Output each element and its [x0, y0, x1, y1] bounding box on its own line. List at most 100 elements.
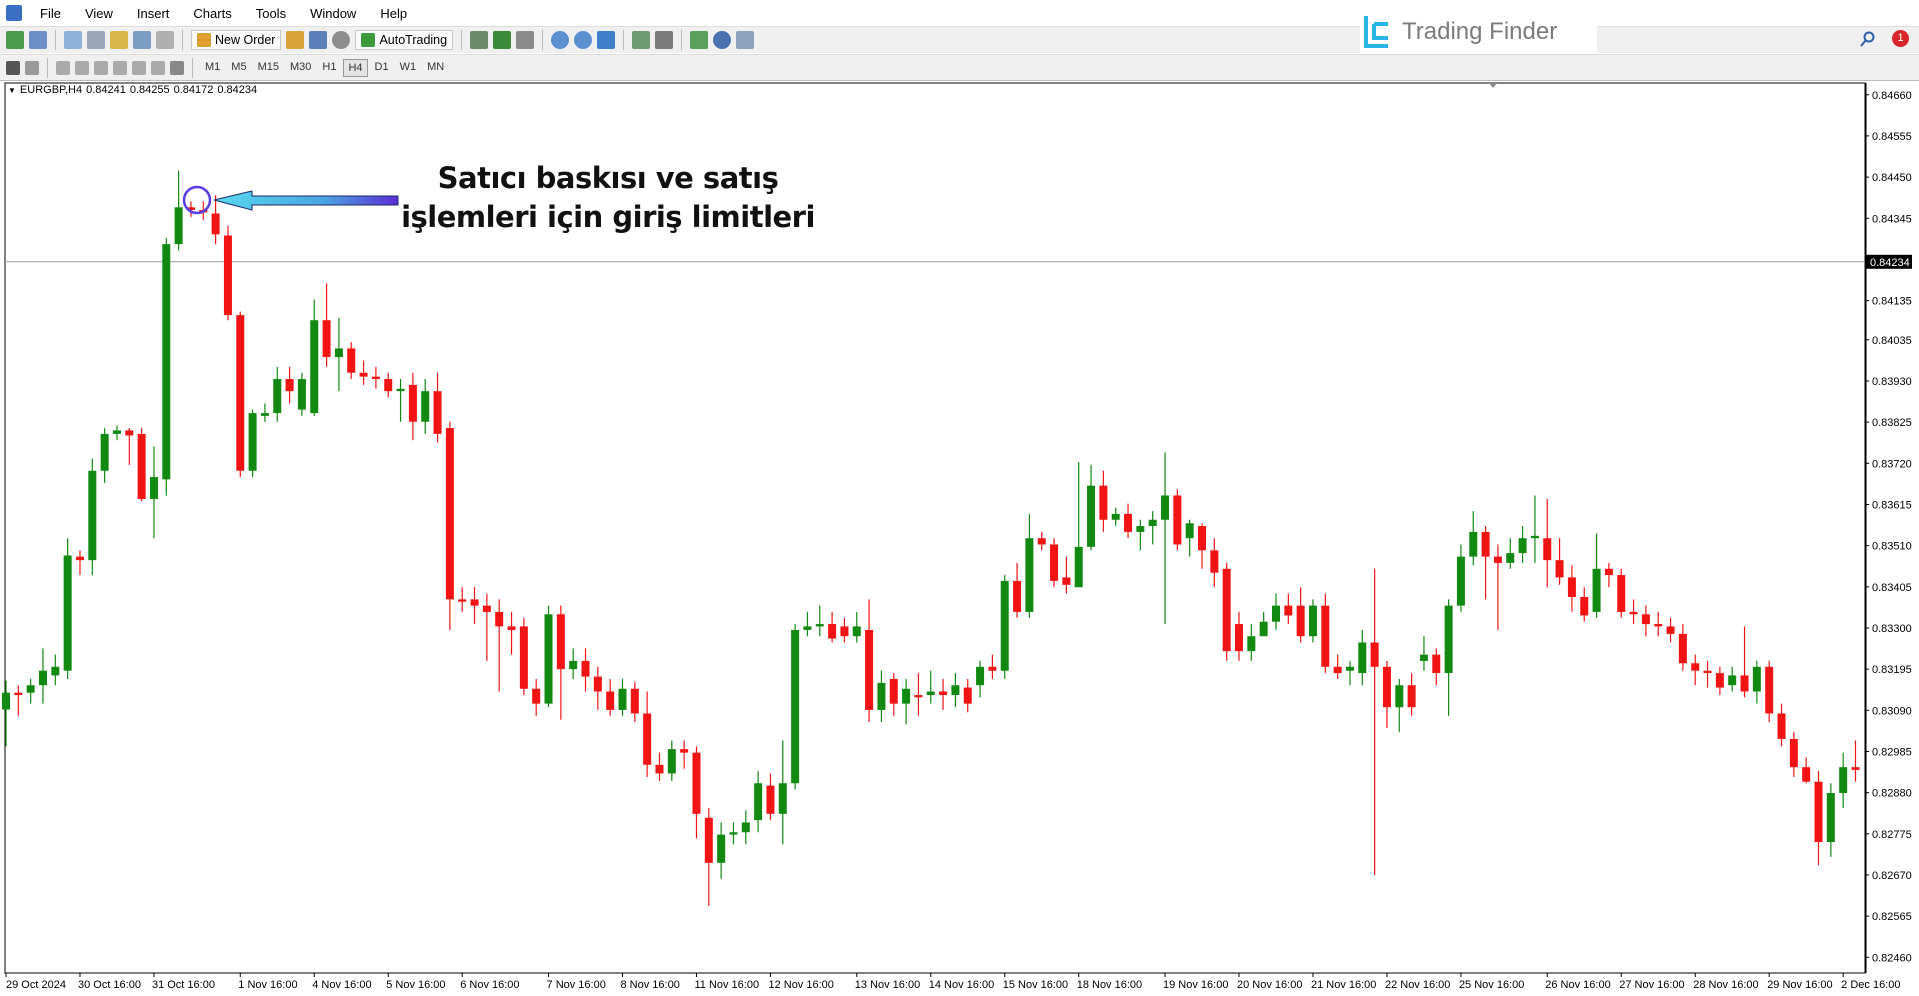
timeframe-button[interactable]: MN: [427, 60, 445, 73]
timeframe-button[interactable]: D1: [374, 60, 389, 73]
candle-body: [1851, 767, 1860, 770]
candle-body: [1456, 556, 1465, 606]
timeframe-button[interactable]: H1: [322, 60, 337, 73]
tool-icon[interactable]: [64, 31, 82, 49]
candle-body: [1259, 621, 1268, 637]
zoom-out[interactable]: [574, 31, 593, 49]
tool-icon[interactable]: [87, 31, 105, 49]
timeframe-button[interactable]: M30: [289, 60, 312, 73]
candle-body: [149, 477, 158, 499]
tool-icon[interactable]: [516, 31, 535, 49]
tool-icon[interactable]: [597, 31, 616, 49]
candle-body: [1000, 580, 1009, 671]
timeframe-button[interactable]: M5: [231, 60, 247, 73]
timeframe-button[interactable]: W1: [399, 60, 417, 73]
menu-item[interactable]: Charts: [193, 5, 232, 21]
candle-body: [840, 626, 849, 637]
candle-body: [1506, 553, 1515, 563]
x-tick-label: 26 Nov 16:00: [1545, 979, 1610, 991]
menu-item[interactable]: Help: [380, 5, 408, 21]
menu-item[interactable]: Window: [310, 5, 357, 21]
tool-icon[interactable]: [286, 31, 305, 49]
tool-icon[interactable]: [493, 31, 512, 49]
candle-body: [1173, 495, 1182, 545]
line-tool[interactable]: [56, 60, 70, 75]
tool-icon[interactable]: [332, 31, 351, 49]
button-label: New Order: [215, 33, 276, 47]
menu-item[interactable]: View: [84, 5, 113, 21]
candle-body: [778, 783, 787, 814]
new-order-button[interactable]: New Order: [191, 30, 282, 50]
channel-tool[interactable]: [113, 60, 127, 75]
tool-icon[interactable]: [6, 31, 24, 49]
zoom-in[interactable]: [551, 31, 570, 49]
candle-body: [791, 629, 800, 784]
separator: [461, 30, 463, 50]
y-tick-label: 0.82880: [1872, 788, 1912, 800]
x-tick-label: 29 Oct 2024: [6, 979, 66, 991]
candle-body: [1284, 605, 1293, 616]
candle-body: [1247, 636, 1256, 652]
x-tick-label: 30 Oct 16:00: [78, 979, 141, 991]
timeframe-button[interactable]: M15: [257, 60, 279, 73]
candle-body: [914, 695, 923, 698]
candle-body: [1604, 568, 1613, 576]
menu-item[interactable]: Tools: [255, 5, 287, 21]
tool-icon[interactable]: [29, 31, 47, 49]
tool-icon[interactable]: [156, 31, 174, 49]
autotrading-button[interactable]: AutoTrading: [355, 30, 454, 50]
tool-icon[interactable]: [736, 31, 755, 49]
cursor-tool[interactable]: [6, 60, 20, 75]
candle-body: [741, 822, 750, 833]
tool-icon[interactable]: [470, 31, 489, 49]
tool-icon[interactable]: [690, 31, 709, 49]
tool-icon[interactable]: [632, 31, 651, 49]
alerts-badge[interactable]: 1: [1892, 30, 1909, 47]
separator: [182, 30, 183, 50]
arrow: [213, 190, 399, 211]
line-tool[interactable]: [94, 60, 108, 75]
tool-icon[interactable]: [655, 31, 674, 49]
candle-body: [643, 713, 652, 765]
tool-icon[interactable]: [713, 31, 732, 49]
candle-body: [1099, 485, 1108, 520]
candle-body: [544, 614, 553, 704]
symbol: EURGBP,H4: [19, 84, 83, 96]
timeframe-button[interactable]: M1: [205, 60, 221, 73]
candle-body: [704, 817, 713, 863]
x-tick-label: 14 Nov 16:00: [929, 979, 994, 991]
y-tick-label: 0.84450: [1872, 172, 1912, 184]
header-low: 0.84172: [173, 84, 214, 96]
candle-body: [1321, 605, 1330, 667]
tool-icon[interactable]: [110, 31, 128, 49]
timeframe-button[interactable]: H4: [343, 58, 368, 77]
candle-body: [273, 379, 282, 414]
menu-item[interactable]: Insert: [136, 5, 170, 21]
crosshair-tool[interactable]: [25, 60, 39, 75]
candle-body: [1370, 642, 1379, 667]
brand: Trading Finder: [1360, 10, 1598, 54]
candle-body: [569, 660, 578, 670]
candle-body: [939, 691, 948, 696]
candle-body: [976, 666, 985, 686]
candle-body: [1814, 781, 1823, 843]
separator: [681, 30, 683, 50]
y-tick-label: 0.83405: [1872, 582, 1912, 594]
candle-body: [1074, 546, 1083, 588]
label-tool[interactable]: [151, 60, 165, 75]
candle-body: [828, 624, 837, 639]
candle-body: [803, 626, 812, 630]
candle-body: [1629, 611, 1638, 615]
tool-icon[interactable]: [133, 31, 151, 49]
tool-icon[interactable]: [309, 31, 328, 49]
menu-item[interactable]: File: [40, 5, 61, 21]
search-icon[interactable]: [1860, 31, 1876, 47]
y-tick-label: 0.83300: [1872, 623, 1912, 635]
candle-body: [1555, 560, 1564, 578]
candle-body: [951, 685, 960, 696]
plot-frame: [4, 82, 1866, 974]
y-tick-label: 0.82460: [1872, 952, 1912, 964]
line-tool[interactable]: [75, 60, 89, 75]
text-tool[interactable]: [132, 60, 146, 75]
shapes-tool[interactable]: [170, 60, 184, 75]
